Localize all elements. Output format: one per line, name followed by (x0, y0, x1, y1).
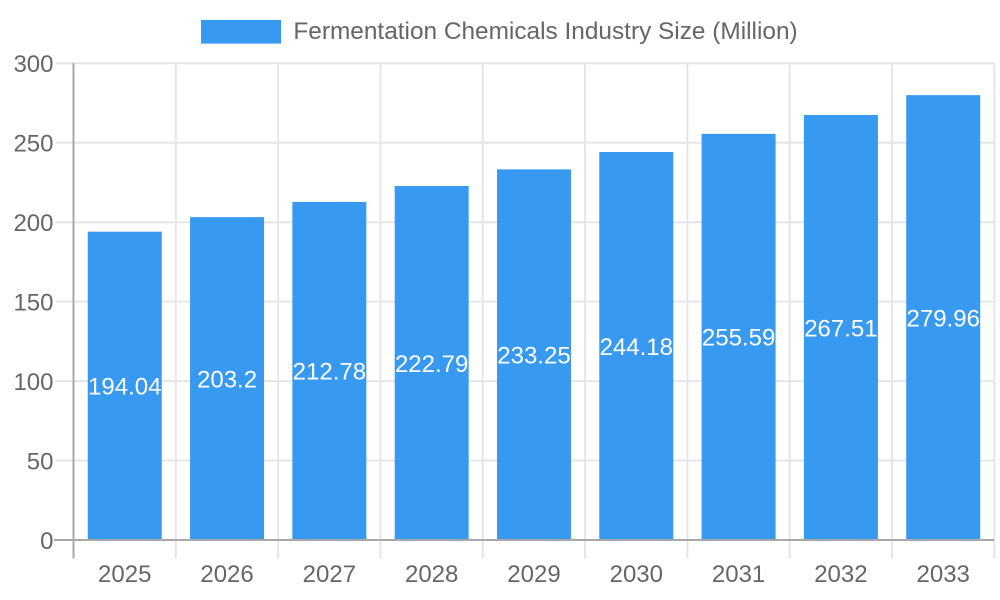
svg-text:279.96: 279.96 (907, 305, 980, 332)
svg-text:2030: 2030 (610, 561, 663, 588)
svg-text:2031: 2031 (712, 561, 765, 588)
svg-text:50: 50 (27, 448, 54, 475)
svg-text:2027: 2027 (303, 561, 356, 588)
svg-text:244.18: 244.18 (600, 334, 673, 361)
svg-text:194.04: 194.04 (88, 374, 161, 401)
svg-text:200: 200 (13, 210, 53, 237)
svg-text:2028: 2028 (405, 561, 458, 588)
svg-text:2026: 2026 (200, 561, 253, 588)
svg-text:203.2: 203.2 (197, 366, 257, 393)
svg-text:150: 150 (13, 289, 53, 316)
svg-text:0: 0 (40, 528, 53, 555)
svg-text:Fermentation Chemicals Industr: Fermentation Chemicals Industry Size (Mi… (293, 18, 797, 45)
svg-text:2033: 2033 (917, 561, 970, 588)
svg-text:222.79: 222.79 (395, 351, 468, 378)
svg-text:250: 250 (13, 131, 53, 158)
svg-text:2025: 2025 (98, 561, 151, 588)
svg-text:100: 100 (13, 369, 53, 396)
svg-text:2032: 2032 (814, 561, 867, 588)
svg-text:2029: 2029 (507, 561, 560, 588)
svg-text:300: 300 (13, 51, 53, 78)
svg-text:212.78: 212.78 (293, 359, 366, 386)
svg-text:233.25: 233.25 (497, 342, 570, 369)
svg-text:255.59: 255.59 (702, 325, 775, 352)
svg-text:267.51: 267.51 (804, 315, 877, 342)
